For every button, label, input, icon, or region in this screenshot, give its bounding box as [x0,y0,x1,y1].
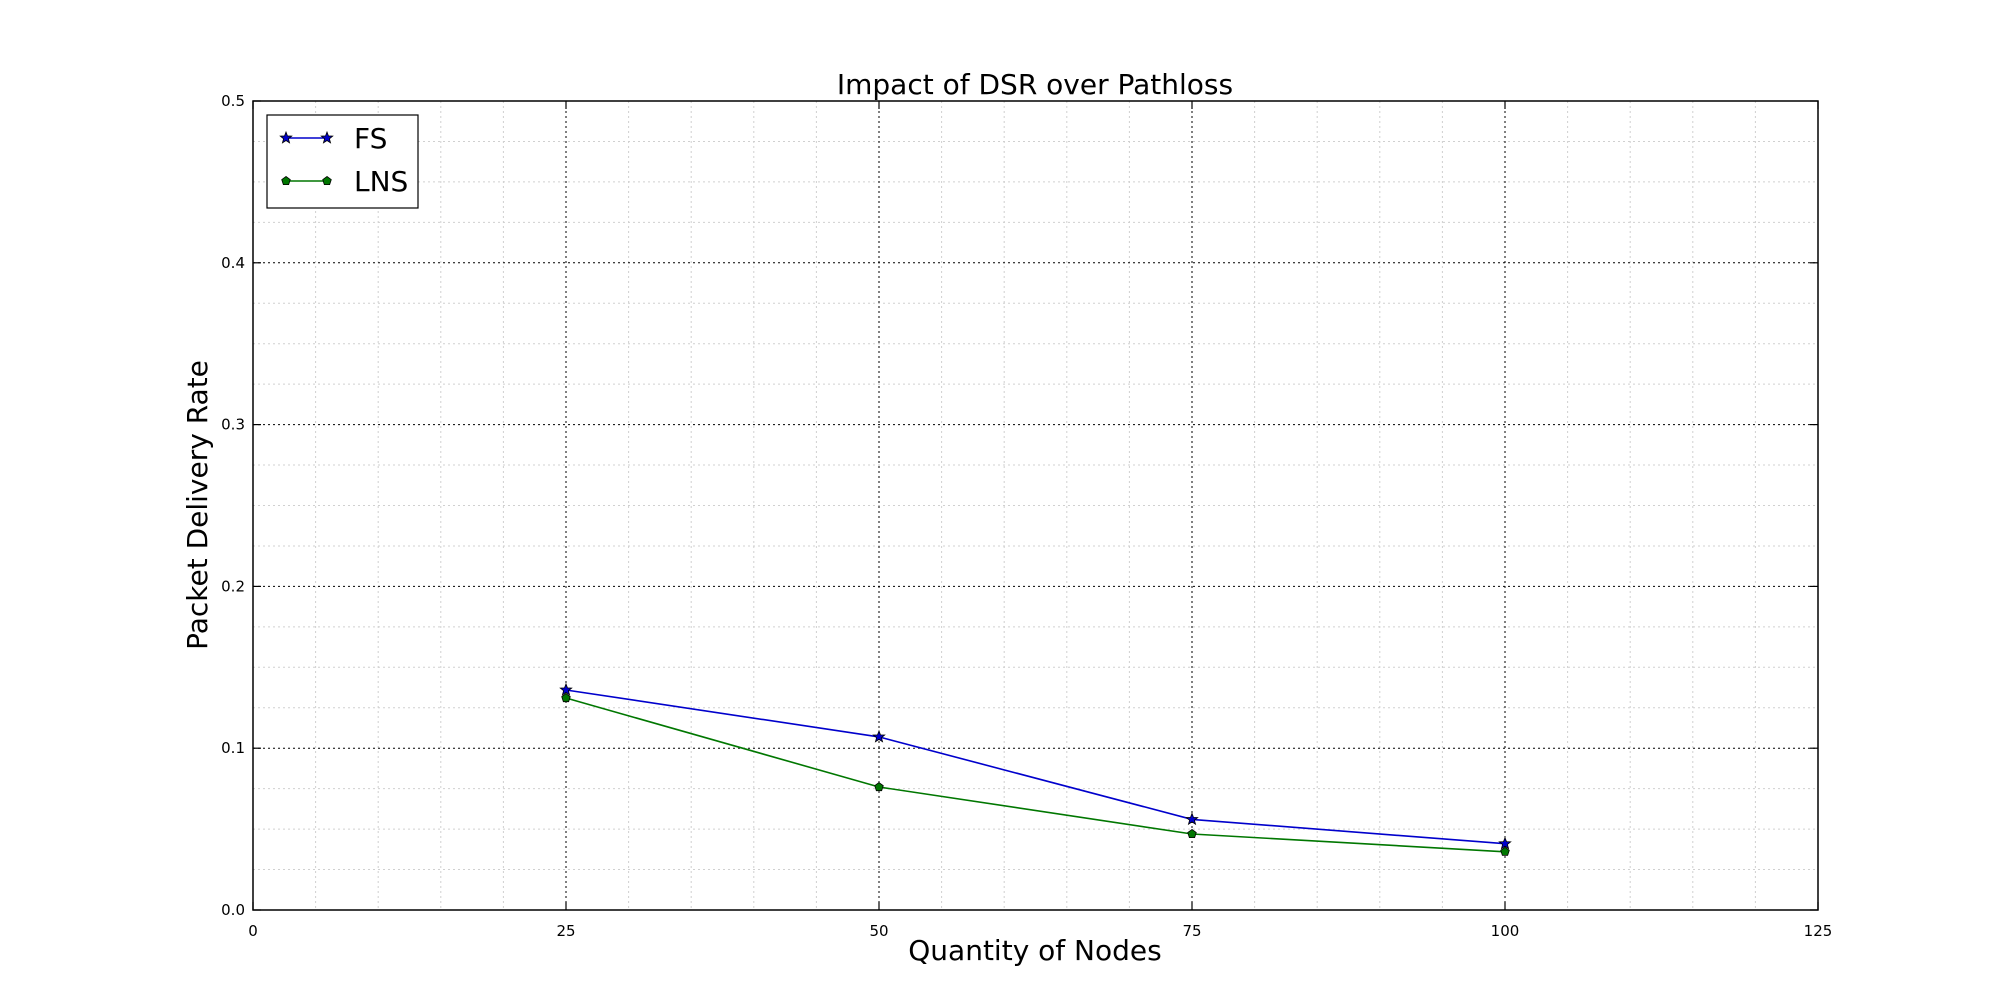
data-point-fs [559,682,573,696]
x-tick-label: 25 [556,922,575,940]
y-tick-label: 0.5 [221,92,245,110]
legend-marker [320,130,334,144]
data-point-lns [1187,828,1197,838]
x-tick-label: 0 [248,922,258,940]
y-tick-label: 0.2 [221,577,245,595]
data-point-lns [1500,846,1510,856]
data-point-fs [1498,836,1512,850]
legend-box [266,114,419,209]
y-axis: 0.0 0.1 0.2 0.3 0.4 0.5 [221,92,1818,919]
y-axis-label: Packet Delivery Rate [181,360,214,650]
x-axis-label: Quantity of Nodes [908,934,1161,967]
data-point-lns [874,782,884,792]
legend-label: LNS [354,165,408,198]
data-point-lns [561,693,571,703]
series-line-lns [565,697,1506,853]
series-fs [559,682,1512,850]
legend-marker [281,176,291,186]
minor-grid [253,101,1818,910]
legend-marker [279,130,293,144]
x-tick-label: 125 [1804,922,1833,940]
series-line-fs [565,689,1506,845]
x-tick-label: 100 [1491,922,1520,940]
x-tick-label: 75 [1182,922,1201,940]
x-tick-label: 50 [869,922,888,940]
chart-title: Impact of DSR over Pathloss [837,68,1233,101]
y-tick-label: 0.3 [221,416,245,434]
series-lns [561,693,1510,856]
series-layer [559,682,1512,856]
plot-frame [252,100,1819,911]
legend-label: FS [354,122,387,155]
x-axis: 0 25 50 75 100 125 [248,101,1832,940]
legend-item-fs: FS [279,122,387,155]
y-tick-label: 0.4 [221,254,245,272]
y-tick-label: 0.1 [221,739,245,757]
y-tick-label: 0.0 [221,901,245,919]
legend-item-lns: LNS [281,165,408,198]
legend-marker [322,176,332,186]
data-point-fs [872,729,886,743]
data-point-fs [1185,812,1199,826]
legend: FS LNS [266,114,419,209]
